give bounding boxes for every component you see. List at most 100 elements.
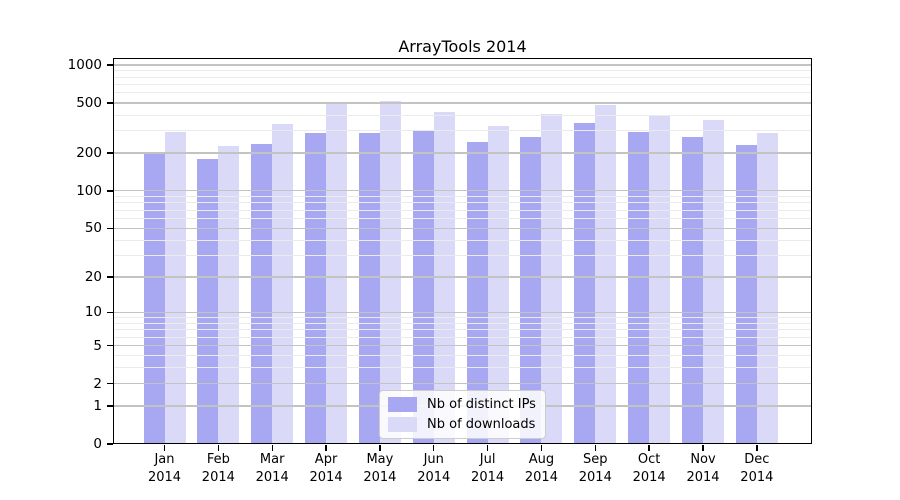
y-tick-label-500: 500 [76, 94, 102, 111]
x-tick-apr [325, 445, 327, 451]
x-label-month-jan: Jan [154, 452, 175, 467]
gridline-minor-700 [113, 84, 812, 86]
y-tick-label-10: 10 [84, 304, 102, 321]
gridline-major-100 [113, 190, 812, 192]
x-label-month-feb: Feb [206, 452, 230, 467]
y-tick-label-100: 100 [76, 182, 102, 199]
legend-swatch-downloads [388, 416, 417, 432]
legend-label-downloads: Nb of downloads [427, 416, 536, 432]
x-label-year-aug: 2014 [524, 469, 558, 485]
x-tick-mar [271, 445, 273, 451]
x-tick-dec [756, 445, 758, 451]
y-tick-500 [107, 102, 113, 104]
legend: Nb of distinct IPs Nb of downloads [379, 390, 546, 439]
y-tick-label-1: 1 [93, 397, 102, 414]
bar-ips-nov [682, 137, 703, 444]
y-tick-label-1000: 1000 [67, 57, 102, 73]
gridline-minor-30 [113, 255, 812, 257]
x-label-year-jul: 2014 [471, 469, 505, 485]
x-tick-jul [486, 445, 489, 451]
x-tick-may [379, 445, 381, 451]
gridline-major-2 [113, 383, 812, 385]
gridline-minor-400 [113, 114, 812, 116]
y-tick-label-5: 5 [93, 337, 102, 354]
x-tick-aug [540, 445, 543, 451]
x-tick-label-sep: Sep 2014 [567, 451, 623, 486]
x-label-year-mar: 2014 [255, 469, 289, 485]
bar-downloads-apr [326, 102, 348, 444]
x-label-month-jul: Jul [479, 452, 496, 467]
gridline-minor-40 [113, 239, 812, 241]
x-tick-label-nov: Nov 2014 [675, 451, 731, 486]
x-tick-sep [594, 445, 596, 451]
bar-downloads-nov [703, 120, 724, 444]
x-label-year-jan: 2014 [147, 469, 182, 485]
bar-downloads-sep [595, 105, 617, 444]
x-tick-label-oct: Oct 2014 [621, 451, 677, 486]
bar-ips-sep [574, 123, 596, 444]
gridline-major-1000 [113, 64, 812, 66]
gridline-minor-90 [113, 196, 812, 198]
y-tick-label-50: 50 [84, 220, 102, 237]
y-tick-100 [107, 190, 113, 192]
gridline-major-500 [113, 102, 812, 104]
x-tick-label-dec: Dec 2014 [729, 451, 785, 486]
y-tick-50 [107, 227, 113, 229]
y-tick-label-0: 0 [93, 436, 102, 452]
x-tick-label-may: May 2014 [352, 451, 408, 486]
bar-downloads-may [379, 101, 401, 444]
gridline-major-200 [113, 152, 812, 154]
gridline-minor-9 [113, 317, 812, 319]
bar-ips-apr [305, 133, 327, 444]
bar-ips-may [358, 133, 380, 444]
y-tick-1 [107, 405, 113, 407]
x-label-year-oct: 2014 [632, 469, 666, 485]
x-label-month-sep: Sep [583, 452, 608, 467]
bar-ips-jun [412, 131, 434, 444]
gridline-minor-60 [113, 217, 812, 219]
x-label-month-dec: Dec [744, 452, 770, 467]
y-tick-label-2: 2 [93, 375, 102, 392]
bar-downloads-jun [433, 112, 455, 444]
x-tick-label-jul: Jul 2014 [460, 451, 516, 486]
gridline-minor-800 [113, 76, 812, 78]
gridline-minor-300 [113, 130, 812, 132]
legend-label-distinct-ips: Nb of distinct IPs [427, 397, 536, 413]
x-label-month-aug: Aug [528, 452, 555, 467]
y-tick-label-200: 200 [76, 145, 102, 162]
gridline-major-50 [113, 227, 812, 229]
chart-title: ArrayTools 2014 [398, 37, 527, 56]
gridline-minor-3 [113, 367, 812, 369]
x-tick-nov [702, 445, 704, 451]
x-label-month-oct: Oct [637, 452, 661, 467]
x-label-year-nov: 2014 [686, 469, 720, 485]
y-tick-5 [107, 345, 113, 347]
gridline-minor-70 [113, 209, 812, 211]
gridline-major-20 [113, 276, 812, 278]
bar-ips-mar [251, 144, 273, 444]
x-tick-label-jan: Jan 2014 [137, 451, 193, 486]
gridline-minor-6 [113, 336, 812, 338]
x-label-year-dec: 2014 [740, 469, 774, 485]
bar-ips-aug [520, 137, 542, 444]
x-tick-label-mar: Mar 2014 [244, 451, 300, 486]
x-label-year-sep: 2014 [578, 469, 612, 485]
bar-ips-feb [197, 159, 219, 444]
x-label-year-apr: 2014 [309, 469, 343, 485]
x-tick-label-jun: Jun 2014 [406, 451, 462, 486]
gridline-minor-4 [113, 355, 812, 357]
legend-row-distinct-ips: Nb of distinct IPs [388, 397, 537, 413]
gridline-minor-80 [113, 202, 812, 204]
x-label-month-may: May [366, 452, 394, 467]
bar-downloads-mar [272, 124, 294, 444]
x-tick-jan [163, 445, 166, 451]
gridline-minor-8 [113, 322, 812, 324]
x-tick-label-feb: Feb 2014 [190, 451, 246, 486]
y-tick-label-20: 20 [84, 268, 102, 285]
legend-swatch-distinct-ips [388, 397, 417, 413]
y-tick-2 [107, 383, 113, 385]
bar-downloads-feb [218, 146, 240, 444]
